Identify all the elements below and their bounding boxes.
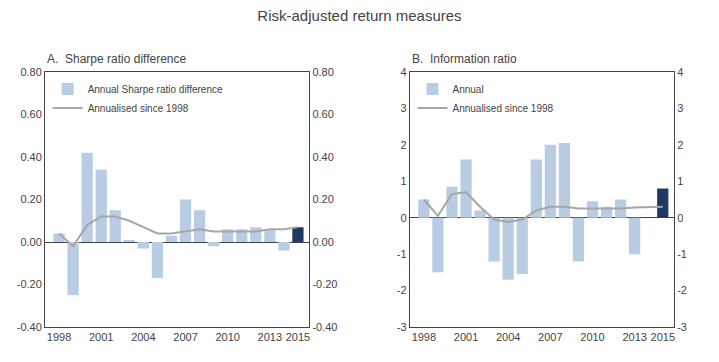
svg-text:2013: 2013 [622,331,646,343]
svg-text:2: 2 [677,139,683,151]
svg-text:Annual Sharpe ratio difference: Annual Sharpe ratio difference [88,84,223,95]
svg-text:Annual: Annual [452,84,483,95]
svg-text:0.60: 0.60 [20,108,41,120]
svg-text:4: 4 [677,66,683,78]
svg-text:2010: 2010 [580,331,604,343]
svg-text:-1: -1 [397,248,407,260]
svg-text:1998: 1998 [47,331,71,343]
svg-text:0.80: 0.80 [20,66,41,78]
svg-text:-3: -3 [397,321,407,333]
svg-text:2015: 2015 [651,331,675,343]
svg-text:1: 1 [400,175,406,187]
svg-text:0: 0 [677,212,683,224]
svg-text:0.40: 0.40 [20,151,41,163]
svg-text:2010: 2010 [215,331,239,343]
svg-text:4: 4 [400,66,406,78]
svg-text:1998: 1998 [412,331,436,343]
svg-text:0.20: 0.20 [20,193,41,205]
svg-text:-2: -2 [677,284,687,296]
svg-text:Risk-adjusted return measures: Risk-adjusted return measures [257,7,461,24]
svg-text:2015: 2015 [286,331,310,343]
svg-text:0.80: 0.80 [312,66,333,78]
svg-text:2001: 2001 [89,331,113,343]
svg-text:-3: -3 [677,321,687,333]
svg-text:1: 1 [677,175,683,187]
svg-text:2004: 2004 [131,331,155,343]
svg-text:0.00: 0.00 [20,236,41,248]
svg-text:0.40: 0.40 [312,151,333,163]
svg-text:0.20: 0.20 [312,193,333,205]
svg-text:2007: 2007 [538,331,562,343]
svg-text:-0.20: -0.20 [312,278,337,290]
svg-text:2004: 2004 [496,331,520,343]
svg-text:A. Sharpe ratio difference: A. Sharpe ratio difference [47,52,187,66]
svg-text:-0.40: -0.40 [17,321,42,333]
svg-text:2: 2 [400,139,406,151]
svg-text:-0.40: -0.40 [312,321,337,333]
svg-text:0.60: 0.60 [312,108,333,120]
svg-text:Annualised since 1998: Annualised since 1998 [452,103,553,114]
svg-text:3: 3 [677,102,683,114]
svg-text:Annualised since 1998: Annualised since 1998 [88,103,189,114]
svg-text:0: 0 [400,212,406,224]
svg-text:-1: -1 [677,248,687,260]
svg-text:2001: 2001 [454,331,478,343]
svg-text:-0.20: -0.20 [17,278,42,290]
svg-text:-2: -2 [397,284,407,296]
svg-text:2007: 2007 [173,331,197,343]
svg-text:0.00: 0.00 [312,236,333,248]
svg-text:2013: 2013 [258,331,282,343]
svg-text:3: 3 [400,102,406,114]
svg-text:B. Information ratio: B. Information ratio [412,52,517,66]
